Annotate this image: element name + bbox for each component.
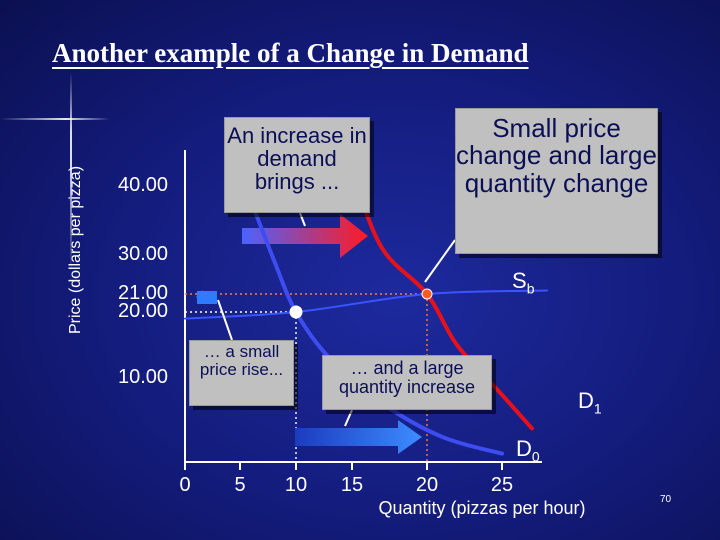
y-tick-label: 30.00: [118, 243, 169, 265]
x-tick-label: 15: [340, 474, 364, 496]
x-tick-label: 5: [234, 474, 246, 496]
supply-curve-sb: [184, 289, 548, 320]
x-tick-label: 10: [284, 474, 308, 496]
page-title: Another example of a Change in Demand: [52, 38, 529, 68]
pointer-small-change: [424, 239, 456, 283]
page-number: 70: [660, 494, 672, 505]
demand-shift-arrow: [242, 214, 368, 258]
d1-curve-label: D1: [578, 388, 602, 417]
x-tick-label: 0: [179, 474, 191, 496]
y-tick-label: 10.00: [118, 366, 169, 388]
demand-curve-d1: [350, 170, 534, 431]
supply-curve-label: Sb: [512, 268, 535, 297]
y-tick-label: 21.00: [118, 282, 169, 304]
equilibrium-point: [289, 305, 303, 319]
x-tick-label: 20: [415, 474, 439, 496]
callout-increase-in-demand: An increase in demand brings ...: [224, 117, 370, 213]
callout-small-price-change: Small price change and large quantity ch…: [455, 108, 658, 254]
d0-curve-label: D0: [516, 436, 540, 465]
y-tick-label: 40.00: [118, 174, 169, 196]
y-tick-label: 20.00: [118, 300, 169, 322]
pointer-increase: [299, 212, 306, 227]
decorative-vertical-line: [70, 72, 72, 272]
quantity-increase-arrow: [295, 420, 422, 454]
x-axis-label: Quantity (pizzas per hour): [378, 498, 586, 518]
pointer-quantity: [344, 409, 353, 427]
callout-large-quantity-increase: … and a large quantity increase: [322, 355, 492, 410]
x-tick-label: 25: [490, 474, 514, 496]
callout-small-price-rise: … a small price rise...: [189, 340, 294, 406]
decorative-horizontal-line: [0, 118, 110, 120]
pointer-price-rise: [217, 299, 233, 341]
equilibrium-point: [421, 288, 433, 300]
price-rise-arrow-body: [197, 291, 217, 304]
